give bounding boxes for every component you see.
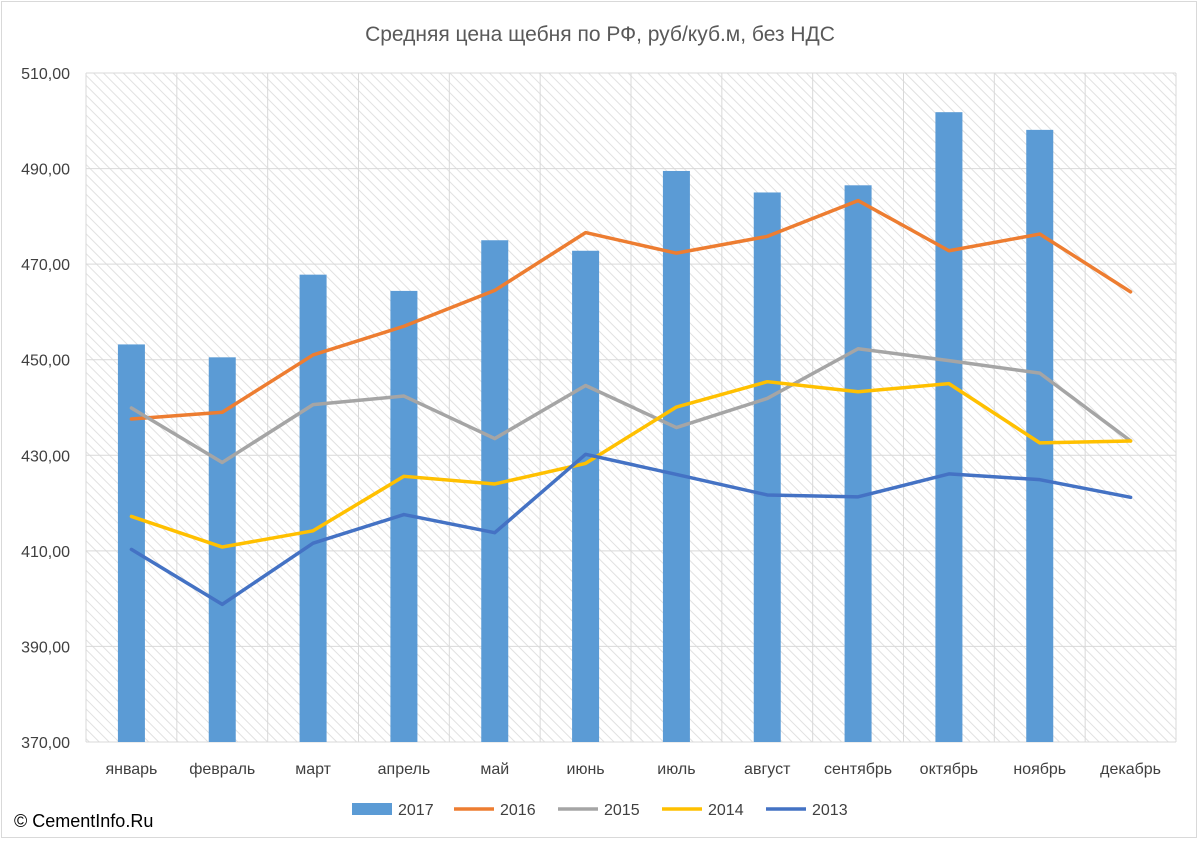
line-series <box>129 198 1133 607</box>
x-tick-label: февраль <box>189 761 255 778</box>
chart-title: Средняя цена щебня по РФ, руб/куб.м, без… <box>365 23 835 46</box>
x-tick-label: сентябрь <box>824 761 892 778</box>
series-line-2013 <box>129 452 1133 607</box>
x-tick-label: март <box>295 761 331 778</box>
x-tick-label: май <box>480 761 509 778</box>
y-tick-label: 390,00 <box>21 639 70 656</box>
series-line-2016 <box>129 198 1133 421</box>
bar-2017 <box>572 250 600 742</box>
bar-2017 <box>753 192 781 742</box>
bar-2017 <box>481 240 509 742</box>
legend-label-2017: 2017 <box>398 802 434 819</box>
bar-2017 <box>662 170 690 743</box>
x-tick-label: август <box>744 761 791 778</box>
bar-series <box>117 112 1054 743</box>
bar-2017 <box>117 344 145 742</box>
x-axis-ticks: январь февраль март апрель май июнь июль август… <box>105 761 1161 778</box>
x-tick-label: апрель <box>378 761 431 778</box>
series-line-2015 <box>129 346 1133 465</box>
bar-2017 <box>935 112 963 743</box>
legend-label-2014: 2014 <box>708 802 744 819</box>
x-tick-label: октябрь <box>920 761 978 778</box>
x-tick-label: ноябрь <box>1013 761 1066 778</box>
legend-label-2013: 2013 <box>812 802 848 819</box>
x-tick-label: июль <box>657 761 695 778</box>
x-tick-label: декабрь <box>1100 761 1161 778</box>
x-tick-label: июнь <box>567 761 605 778</box>
bar-2017 <box>299 274 327 742</box>
bar-2017 <box>208 357 236 742</box>
y-tick-label: 370,00 <box>21 735 70 752</box>
y-tick-label: 410,00 <box>21 544 70 561</box>
y-tick-label: 470,00 <box>21 257 70 274</box>
bar-2017 <box>844 185 872 742</box>
series-line-2014 <box>129 379 1133 549</box>
y-tick-label: 450,00 <box>21 353 70 370</box>
legend-marker-2017 <box>352 803 392 815</box>
legend: 2017 2016 2015 2014 2013 <box>352 802 848 819</box>
legend-label-2015: 2015 <box>604 802 640 819</box>
legend-label-2016: 2016 <box>500 802 536 819</box>
y-tick-label: 430,00 <box>21 448 70 465</box>
y-tick-label: 510,00 <box>21 66 70 83</box>
y-tick-label: 490,00 <box>21 162 70 179</box>
gridlines <box>85 72 1177 743</box>
x-tick-label: январь <box>105 761 157 778</box>
copyright-notice: © CementInfo.Ru <box>14 811 154 831</box>
y-axis-ticks: 370,00 390,00 410,00 430,00 450,00 470,00 490,… <box>21 66 70 752</box>
